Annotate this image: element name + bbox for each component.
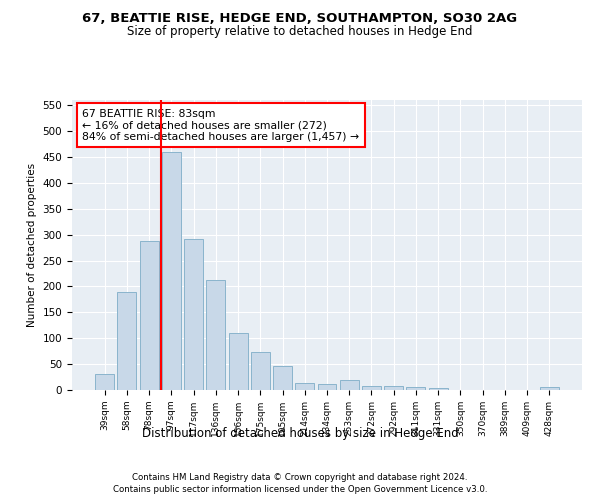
Text: Size of property relative to detached houses in Hedge End: Size of property relative to detached ho… [127, 25, 473, 38]
Text: Contains HM Land Registry data © Crown copyright and database right 2024.: Contains HM Land Registry data © Crown c… [132, 472, 468, 482]
Bar [540, 388, 559, 390]
Text: Distribution of detached houses by size in Hedge End: Distribution of detached houses by size … [142, 428, 458, 440]
Y-axis label: Number of detached properties: Number of detached properties [27, 163, 37, 327]
Text: 67, BEATTIE RISE, HEDGE END, SOUTHAMPTON, SO30 2AG: 67, BEATTIE RISE, HEDGE END, SOUTHAMPTON… [82, 12, 518, 26]
Text: Contains public sector information licensed under the Open Government Licence v3: Contains public sector information licen… [113, 485, 487, 494]
Bar [340, 380, 359, 390]
Bar [362, 386, 381, 390]
Bar [184, 239, 203, 390]
Bar [273, 366, 292, 390]
Text: 67 BEATTIE RISE: 83sqm
← 16% of detached houses are smaller (272)
84% of semi-de: 67 BEATTIE RISE: 83sqm ← 16% of detached… [82, 108, 359, 142]
Bar [251, 352, 270, 390]
Bar [406, 388, 425, 390]
Bar [229, 333, 248, 390]
Bar [162, 152, 181, 390]
Bar [140, 241, 158, 390]
Bar [295, 384, 314, 390]
Bar [384, 386, 403, 390]
Bar [317, 384, 337, 390]
Bar [206, 280, 225, 390]
Bar [95, 374, 114, 390]
Bar [429, 388, 448, 390]
Bar [118, 292, 136, 390]
